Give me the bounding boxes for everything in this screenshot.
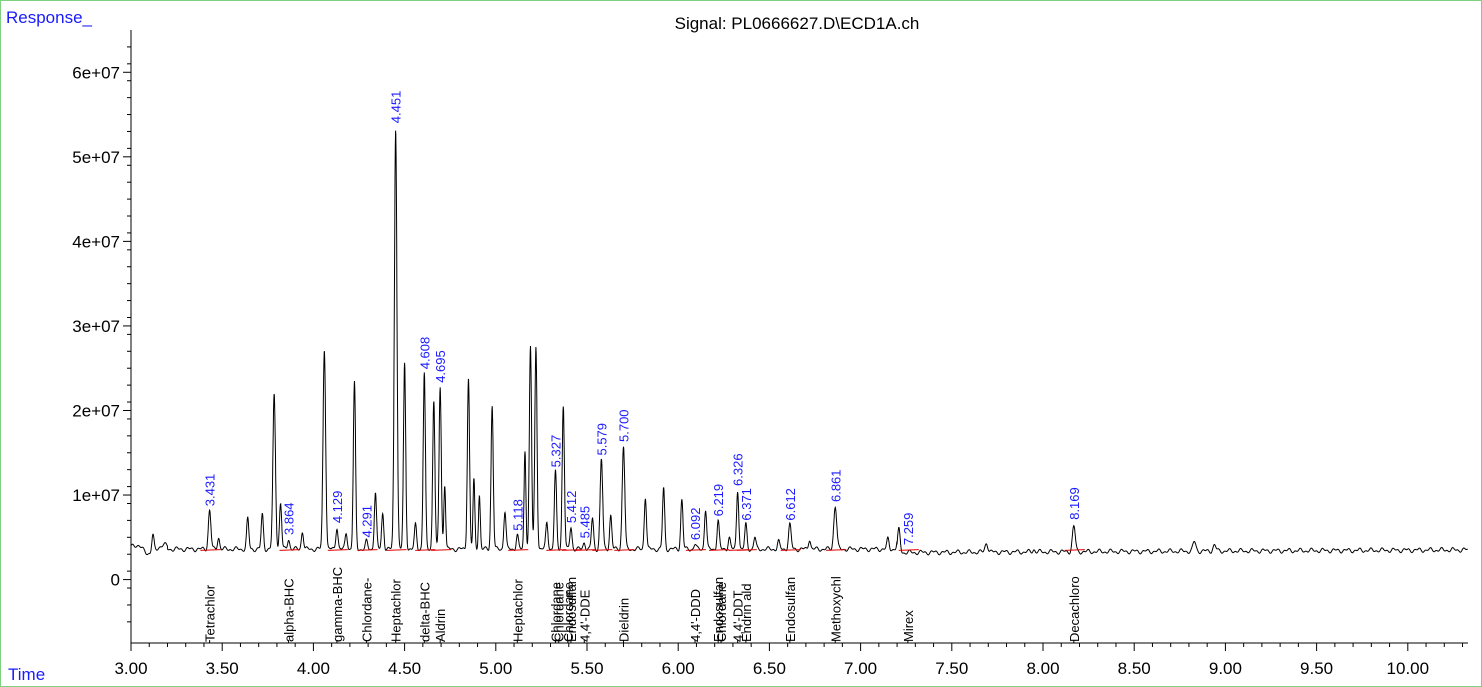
y-tick-label: 4e+07 (72, 232, 120, 251)
x-tick-label: 6.00 (662, 659, 695, 678)
integration-line (357, 549, 378, 551)
x-tick-label: 7.50 (935, 659, 968, 678)
x-tick-label: 9.00 (1209, 659, 1242, 678)
x-tick-label: 3.50 (206, 659, 239, 678)
rt-label: 4.695 (433, 350, 448, 383)
y-tick-label: 6e+07 (72, 63, 120, 82)
x-tick-label: 4.50 (388, 659, 421, 678)
compound-label: Tetrachlor (203, 584, 218, 642)
x-tick-label: 6.50 (753, 659, 786, 678)
retention-time-labels: 3.431 3.864 4.129 4.291 4.451 4.608 4.695 5.118… (203, 91, 1082, 545)
integration-line (614, 549, 635, 551)
integration-line (1064, 549, 1085, 551)
rt-label: 8.169 (1067, 487, 1082, 520)
compound-labels: Tetrachlor alpha-BHC gamma-BHC Chlordane- He… (203, 567, 1082, 643)
integration-line (780, 549, 801, 551)
compound-label: Methoxychl (828, 576, 843, 642)
compound-label: Endosulfan (564, 577, 579, 642)
integration-line (709, 549, 730, 551)
compound-label: Chlordane (714, 582, 729, 642)
rt-label: 6.861 (828, 469, 843, 502)
integration-line (279, 549, 300, 551)
x-tick-label: 3.00 (114, 659, 147, 678)
rt-label: 7.259 (901, 513, 916, 546)
compound-label: Decachloro (1067, 576, 1082, 642)
compound-label: Heptachlor (389, 578, 404, 642)
compound-label: Chlordane (561, 582, 576, 642)
compound-label: delta-BHC (417, 582, 432, 642)
rt-label: 6.612 (783, 488, 798, 521)
compound-label: Aldrin (433, 609, 448, 642)
integration-line (736, 549, 757, 551)
tick-labels: 0 1e+07 2e+07 3e+07 4e+07 5e+07 6e+07 3.00 3.50 4… (72, 63, 1429, 678)
y-axis-label: Response_ (6, 8, 93, 27)
x-tick-label: 9.50 (1300, 659, 1333, 678)
rt-label: 4.608 (417, 337, 432, 370)
integration-line (546, 549, 567, 551)
integration-baselines (200, 549, 1085, 551)
rt-label: 6.326 (731, 453, 746, 486)
compound-label: Chlordane (552, 582, 567, 642)
integration-line (415, 549, 436, 551)
compound-label: Mirex (901, 610, 916, 642)
rt-label: 6.092 (688, 508, 703, 541)
integration-line (685, 549, 706, 551)
rt-label: 6.371 (739, 488, 754, 521)
integration-line (561, 549, 582, 551)
compound-label: Chlordane (548, 582, 563, 642)
rt-label: 5.485 (577, 506, 592, 539)
integration-line (327, 549, 348, 551)
rt-label: 3.864 (282, 502, 297, 535)
compound-label: 4,4'-DDT (731, 590, 746, 642)
compound-label: 4,4'-DDD (688, 589, 703, 642)
integration-line (592, 549, 613, 551)
rt-label: 3.431 (203, 474, 218, 507)
compound-label: Heptachlor (510, 578, 525, 642)
y-tick-label: 2e+07 (72, 401, 120, 420)
rt-label: 4.451 (389, 91, 404, 124)
integration-line (575, 549, 596, 551)
rt-label: 4.291 (359, 505, 374, 538)
integration-line (508, 549, 529, 551)
x-tick-label: 5.00 (479, 659, 512, 678)
y-tick-label: 3e+07 (72, 317, 120, 336)
compound-label: Dieldrin (616, 598, 631, 642)
x-tick-label: 4.00 (297, 659, 330, 678)
compound-label: 4,4'-DDE (577, 589, 592, 642)
rt-label: 5.412 (564, 491, 579, 524)
x-tick-label: 7.00 (844, 659, 877, 678)
compound-label: alpha-BHC (282, 578, 297, 642)
axes (123, 30, 1468, 651)
integration-line (431, 549, 452, 551)
rt-label: 5.700 (616, 409, 631, 442)
compound-label: Endosulfan (711, 577, 726, 642)
x-tick-label: 8.00 (1026, 659, 1059, 678)
integration-line (386, 549, 407, 551)
y-tick-label: 5e+07 (72, 148, 120, 167)
rt-label: 4.129 (330, 491, 345, 524)
compound-label: Endrin ald (739, 583, 754, 642)
y-tick-label: 0 (111, 571, 120, 590)
integration-line (826, 549, 847, 551)
integration-line (898, 549, 919, 551)
compound-label: Endosulfan (783, 577, 798, 642)
rt-label: 5.579 (594, 423, 609, 456)
x-tick-label: 5.50 (570, 659, 603, 678)
rt-label: 6.219 (711, 484, 726, 517)
compound-label: Chlordane- (359, 578, 374, 642)
y-tick-label: 1e+07 (72, 486, 120, 505)
rt-label: 5.118 (510, 499, 525, 531)
x-tick-label: 10.00 (1387, 659, 1430, 678)
compound-label: gamma-BHC (330, 567, 345, 642)
x-axis-label: Time (8, 665, 45, 684)
integration-line (200, 549, 221, 551)
rt-label: 5.327 (548, 435, 563, 468)
x-tick-label: 8.50 (1118, 659, 1151, 678)
chart-title: Signal: PL0666627.D\ECD1A.ch (675, 14, 920, 33)
